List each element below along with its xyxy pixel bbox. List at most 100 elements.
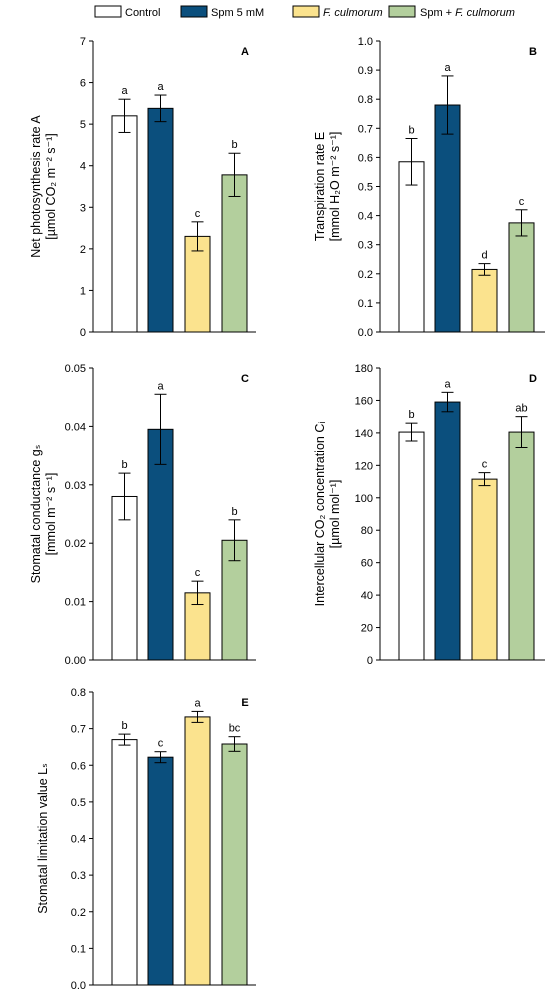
panel-letter: A [241, 46, 249, 58]
y-tick-label: 4 [80, 161, 86, 173]
y-tick-label: 0.3 [71, 870, 86, 882]
legend: Control Spm 5 mM F. culmorum Spm + F. culmo… [94, 5, 515, 19]
panel-B: 0.0 0.1 0.2 0.3 0.4 0.5 0.6 0.7 0.8 0.9 1.0 B Transp… [313, 36, 545, 339]
y-tick-label: 1.0 [358, 36, 373, 48]
significance-label: a [444, 62, 451, 74]
error-bar [228, 736, 241, 752]
y-tick-label: 0.2 [71, 907, 86, 919]
bar [434, 104, 461, 333]
y-tick-label: 100 [355, 493, 373, 505]
y-tick-label: 0.02 [65, 538, 86, 550]
legend-label-3: F. culmorum [323, 7, 383, 19]
y-tick-label: 0.00 [65, 655, 86, 667]
bar [184, 235, 211, 333]
error-bar [405, 422, 418, 442]
y-tick-label: 160 [355, 395, 373, 407]
panel-D: 0 20 40 60 80 100 120 140 160 180 D Intercellular C… [313, 363, 545, 667]
significance-label: c [195, 567, 201, 579]
y-tick-label: 0.4 [71, 834, 86, 846]
legend-label-2: Spm 5 mM [211, 7, 264, 19]
panel-E: 0.0 0.1 0.2 0.3 0.4 0.5 0.6 0.7 0.8 E Stomatal lim… [36, 687, 256, 992]
legend-label-4: Spm + F. culmorum [420, 7, 515, 19]
bar [111, 495, 138, 661]
significance-label: b [121, 720, 127, 732]
panel-letter: C [241, 373, 249, 385]
y-tick-label: 0.3 [358, 240, 373, 252]
y-axis-unit: [mmol m⁻² s⁻¹] [44, 473, 58, 556]
y-tick-label: 140 [355, 428, 373, 440]
legend-swatch-2 [180, 5, 208, 18]
error-bar [154, 393, 167, 465]
significance-label: a [157, 380, 164, 392]
significance-label: b [408, 124, 414, 136]
significance-label: c [195, 208, 201, 220]
y-tick-label: 5 [80, 119, 86, 131]
error-bar [118, 98, 131, 133]
significance-label: c [482, 459, 488, 471]
y-axis-unit: [µmol mol⁻¹] [328, 480, 342, 549]
y-tick-label: 0.1 [71, 943, 86, 955]
bar [471, 268, 498, 333]
y-tick-label: 2 [80, 244, 86, 256]
y-tick-label: 0.8 [358, 94, 373, 106]
y-tick-label: 0.2 [358, 269, 373, 281]
error-bar [441, 391, 454, 413]
error-bar [478, 263, 491, 276]
y-axis-unit: [µmol CO₂ m⁻² s⁻¹] [44, 133, 58, 240]
significance-label: b [121, 459, 127, 471]
y-tick-label: 0.7 [71, 724, 86, 736]
y-tick-label: 7 [80, 36, 86, 48]
y-tick-label: 0.4 [358, 211, 373, 223]
y-tick-label: 0.9 [358, 65, 373, 77]
y-tick-label: 0 [80, 327, 86, 339]
y-tick-label: 0.8 [71, 687, 86, 699]
y-tick-label: 0.04 [65, 421, 86, 433]
y-tick-label: 0.6 [358, 152, 373, 164]
y-tick-label: 0.5 [71, 797, 86, 809]
error-bar [228, 519, 241, 562]
legend-swatch-1 [94, 5, 122, 18]
bar [398, 161, 425, 333]
y-tick-label: 60 [361, 558, 373, 570]
error-bar [441, 75, 454, 135]
bar [221, 743, 248, 986]
y-tick-label: 0.7 [358, 123, 373, 135]
y-tick-label: 1 [80, 285, 86, 297]
panel-letter: D [529, 373, 537, 385]
bar [111, 739, 138, 986]
error-bar [191, 710, 204, 723]
error-bar [118, 472, 131, 521]
error-bar [154, 751, 167, 764]
panel-letter: B [529, 46, 537, 58]
y-tick-label: 40 [361, 590, 373, 602]
y-tick-label: 0.0 [358, 327, 373, 339]
y-tick-label: 0 [367, 655, 373, 667]
significance-label: a [194, 697, 201, 709]
significance-label: c [519, 196, 525, 208]
bar [508, 431, 535, 661]
y-axis-label: Transpiration rate E [313, 132, 327, 241]
y-tick-label: 0.01 [65, 597, 86, 609]
bar [184, 716, 211, 986]
significance-label: a [444, 378, 451, 390]
y-tick-label: 120 [355, 460, 373, 472]
panel-C: 0.00 0.01 0.02 0.03 0.04 0.05 C Stomatal conduc… [29, 363, 256, 667]
bar [508, 222, 535, 333]
y-tick-label: 80 [361, 525, 373, 537]
y-tick-label: 0.03 [65, 480, 86, 492]
y-tick-label: 6 [80, 78, 86, 90]
y-tick-label: 20 [361, 623, 373, 635]
significance-label: d [481, 250, 487, 262]
bar [147, 107, 174, 333]
bar [147, 756, 174, 986]
y-axis-unit: [mmol H₂O m⁻² s⁻¹] [328, 132, 342, 242]
error-bar [515, 416, 528, 448]
y-axis-label: Net photosynthesis rate A [29, 115, 43, 258]
significance-label: a [121, 85, 128, 97]
legend-label-1: Control [125, 7, 160, 19]
y-tick-label: 3 [80, 202, 86, 214]
legend-swatch-4 [388, 5, 416, 18]
bar [471, 478, 498, 661]
